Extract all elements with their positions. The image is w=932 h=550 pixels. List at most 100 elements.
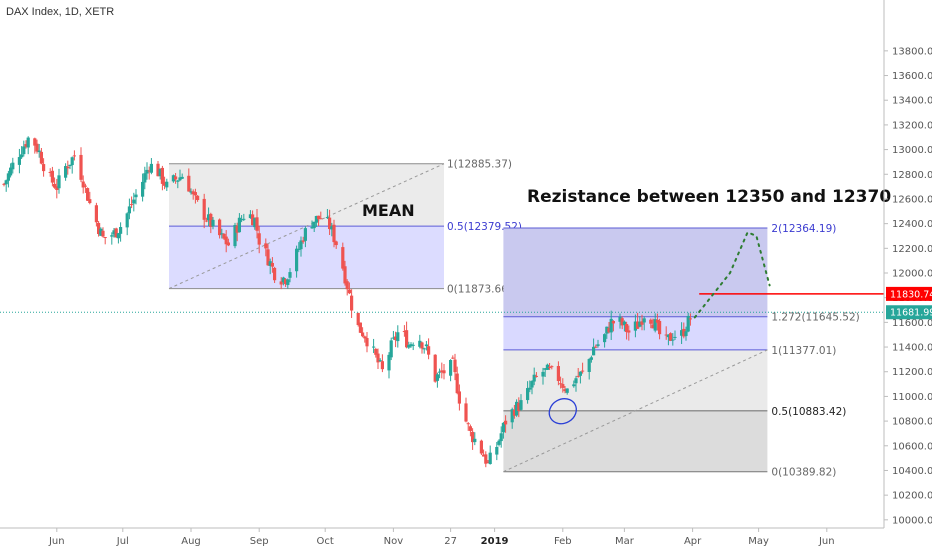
candle-body [295, 248, 299, 272]
candle-body [255, 217, 259, 231]
candle-body [218, 219, 222, 236]
candle-body [387, 354, 391, 371]
y-tick-label: 11600.00 [892, 318, 932, 329]
candle-body [127, 206, 131, 214]
y-tick-label: 12400.00 [892, 219, 932, 230]
candle-body [545, 364, 549, 370]
candle-body [589, 357, 593, 360]
candle-body [314, 215, 318, 223]
candle-body [330, 226, 334, 230]
candle-body [581, 370, 585, 372]
candle-body [358, 322, 362, 333]
candle-body [609, 318, 613, 333]
candle-body [380, 361, 384, 370]
candle-body [356, 312, 360, 326]
candle-body [17, 157, 21, 165]
candle-body [202, 198, 206, 220]
candle-body [264, 243, 268, 249]
candle-body [495, 446, 499, 455]
candle-body [224, 236, 228, 245]
candle-body [418, 340, 422, 347]
candle-body [191, 191, 195, 195]
last-price-tag-bg [886, 305, 932, 320]
fib1-level-label: 1(12885.37) [447, 159, 512, 171]
candle-body [642, 318, 646, 323]
candle-body [160, 167, 164, 184]
candle-body [420, 342, 424, 349]
candle-body [251, 214, 255, 226]
candle-body [132, 199, 136, 204]
candle-body [607, 327, 611, 333]
candle-body [288, 272, 292, 278]
candle-body [273, 267, 277, 281]
candle-body [33, 138, 37, 146]
candle-body [9, 167, 13, 176]
candle-body [119, 226, 123, 234]
candle-body [88, 199, 92, 204]
candle-body [334, 241, 338, 246]
candle-body [328, 217, 332, 230]
fib1-level-label: 0(11873.66) [447, 284, 512, 296]
candle-body [301, 240, 305, 242]
candle-body [534, 375, 538, 377]
candle-body [222, 233, 226, 239]
resistance-annotation: Rezistance between 12350 and 12370 [527, 187, 891, 207]
fib1-trend-line [168, 163, 445, 290]
candle-body [440, 370, 444, 373]
y-tick-label: 13800.00 [892, 46, 932, 57]
y-tick-label: 13400.00 [892, 96, 932, 107]
candle-body [636, 321, 640, 329]
candle-body [2, 183, 6, 185]
candle-body [479, 440, 483, 454]
candle-body [611, 321, 615, 324]
fib2-level-label: 1.272(11645.52) [771, 312, 859, 324]
candle-body [64, 166, 68, 178]
candle-body [622, 321, 626, 325]
candle-body [442, 370, 446, 374]
candle-body [620, 318, 624, 326]
candle-body [220, 233, 224, 235]
candle-body [143, 173, 147, 183]
candle-body [515, 401, 519, 416]
candle-body [618, 316, 622, 322]
candle-body [99, 228, 103, 236]
x-tick-label: Jul [116, 536, 129, 547]
candle-body [253, 218, 257, 228]
candle-body [281, 277, 285, 283]
candle-body [389, 340, 393, 358]
fib1-level-label: 0.5(12379.52) [447, 221, 522, 233]
candle-body [473, 438, 477, 443]
candle-body [196, 195, 200, 201]
candle-body [114, 228, 118, 238]
candle-body [548, 367, 552, 369]
candle-body [543, 368, 547, 370]
y-tick-label: 13200.00 [892, 120, 932, 131]
candle-body [684, 331, 688, 337]
candle-body [242, 218, 246, 220]
candle-body [266, 249, 270, 266]
candle-body [435, 374, 439, 381]
candle-body [517, 402, 521, 411]
candle-body [204, 220, 208, 222]
candle-body [37, 150, 41, 153]
candle-body [79, 154, 83, 180]
candle-body [174, 176, 178, 180]
x-tick-label: 2019 [481, 536, 509, 547]
fib2-level-label: 0(10389.82) [771, 467, 836, 479]
candle-body [20, 154, 24, 158]
fib2-zone [503, 410, 768, 472]
candle-body [504, 420, 508, 425]
x-tick-label: May [748, 536, 769, 547]
resistance-price-tag: 11830.74 [886, 286, 932, 301]
price-axis: 10000.00 10200.00 10400.00 10600.00 10800.00… [884, 46, 932, 526]
x-tick-label: Jun [48, 536, 65, 547]
candle-body [453, 359, 457, 373]
candle-body [171, 175, 175, 182]
candle-body [594, 346, 598, 348]
candle-body [576, 375, 580, 377]
y-tick-label: 12000.00 [892, 269, 932, 280]
candle-body [70, 157, 74, 166]
candle-body [438, 371, 442, 373]
x-tick-label: Nov [384, 536, 404, 547]
